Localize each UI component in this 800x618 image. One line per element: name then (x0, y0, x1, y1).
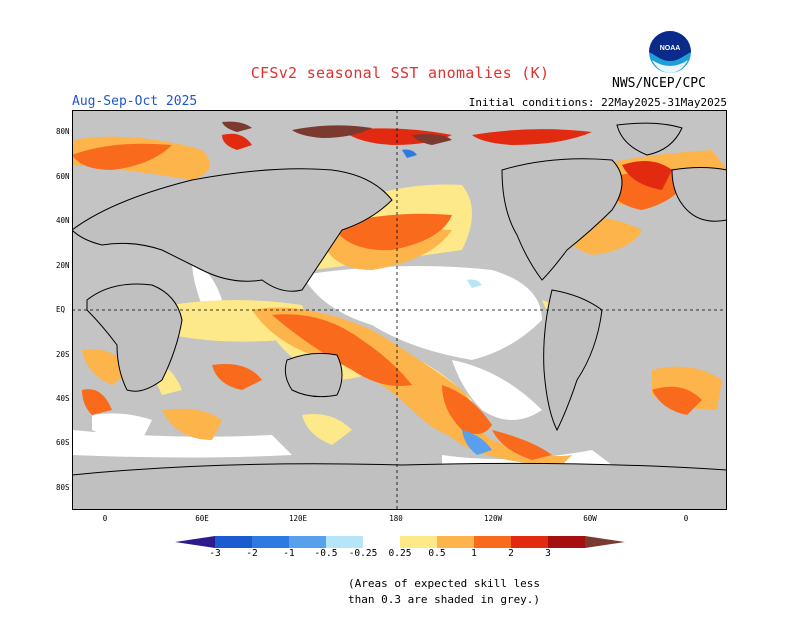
lat-label-60s: 60S (56, 438, 70, 447)
map-frame (72, 110, 727, 510)
footnote-line-2: than 0.3 are shaded in grey.) (348, 593, 541, 606)
sst-anomaly-map (72, 110, 727, 510)
footnote-line-1: (Areas of expected skill less (348, 577, 541, 590)
legend-label-05: 0.5 (428, 548, 446, 559)
lat-label-eq: EQ (56, 305, 66, 314)
anomaly-above-3 (222, 121, 452, 145)
lat-label-40n: 40N (56, 216, 70, 225)
legend-swatch-1-2 (474, 536, 511, 548)
legend-label-neg1: -1 (283, 548, 295, 559)
lat-label-60n: 60N (56, 172, 70, 181)
lon-label-0-east: 0 (683, 514, 689, 523)
forecast-period: Aug-Sep-Oct 2025 (72, 94, 198, 109)
lon-label-0: 0 (102, 514, 108, 523)
legend-swatch-neg05-neg025 (326, 536, 363, 548)
legend-swatch-below-neg3 (175, 536, 215, 548)
map-title: CFSv2 seasonal SST anomalies (K) (250, 64, 550, 82)
legend-label-neg2: -2 (246, 548, 258, 559)
logo-text: NOAA (660, 45, 681, 52)
skill-footnote: (Areas of expected skill less than 0.3 a… (348, 576, 540, 608)
lat-label-20s: 20S (56, 350, 70, 359)
lon-label-120e: 120E (288, 514, 308, 523)
initial-conditions: Initial conditions: 22May2025-31May2025 (468, 96, 727, 109)
legend-swatch-neg1-neg05 (289, 536, 326, 548)
legend-swatch-neg3-neg2 (215, 536, 252, 548)
legend-label-2: 2 (508, 548, 514, 559)
lat-label-80s: 80S (56, 483, 70, 492)
lat-label-80n: 80N (56, 127, 70, 136)
legend-swatch-05-1 (437, 536, 474, 548)
legend-swatch-neutral (363, 536, 400, 548)
legend-swatch-2-3 (511, 536, 548, 548)
agency-label: NWS/NCEP/CPC (612, 76, 706, 91)
lon-label-180: 180 (389, 514, 403, 523)
color-scale-legend (175, 536, 625, 548)
legend-swatch-above-3 (585, 536, 625, 548)
lon-label-60w: 60W (583, 514, 597, 523)
legend-label-neg025: -0.25 (348, 548, 378, 559)
anomaly-1-2 (72, 143, 702, 460)
legend-label-neg3: -3 (209, 548, 221, 559)
lon-label-60e: 60E (195, 514, 209, 523)
legend-swatch-3-plus (548, 536, 585, 548)
legend-label-neg05: -0.5 (314, 548, 338, 559)
legend-label-025: 0.25 (388, 548, 412, 559)
land-masses (72, 122, 727, 510)
noaa-logo-icon: NOAA (649, 31, 691, 73)
legend-swatch-025-05 (400, 536, 437, 548)
legend-swatch-neg2-neg1 (252, 536, 289, 548)
lon-label-120w: 120W (483, 514, 503, 523)
legend-label-3: 3 (545, 548, 551, 559)
lat-label-40s: 40S (56, 394, 70, 403)
legend-label-1: 1 (471, 548, 477, 559)
lat-label-20n: 20N (56, 261, 70, 270)
